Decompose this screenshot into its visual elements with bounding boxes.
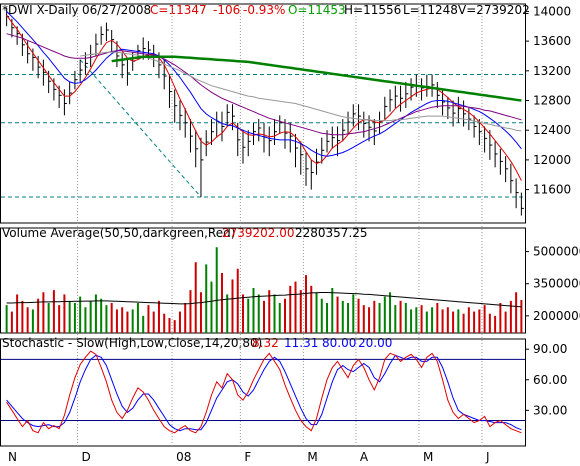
stochastic-panel [1,350,525,434]
stoch-readout-lower: 20.00 [358,336,392,350]
price-panel [1,7,525,216]
x-tick-label: 08 [176,450,191,464]
x-tick-label: N [8,450,17,464]
header-close: C=11347 [150,3,207,17]
volume-y-tick-label: 2000000 [533,309,580,323]
volume-title: Volume Average(50,50,darkgreen,Red) [2,226,235,240]
x-tick-label: J [485,450,490,464]
stochastic-y-tick-label: 60.00 [533,373,567,387]
volume-y-tick-label: 3500000 [533,277,580,291]
header-open: O=11453 [288,3,346,17]
stoch-readout-k: 8.32 [252,336,279,350]
volume-avg-value: 2280357.25 [295,226,368,240]
header-change-pct: -0.93% [243,3,285,17]
stochastic-k-line [6,350,522,434]
volume-y-tick-label: 5000000 [533,245,580,259]
price-y-tick-label: 13600 [533,34,571,48]
moving-average-ma_long [111,55,522,102]
header-high: H=11556 [344,3,401,17]
grid-layer [0,3,526,447]
header-volume: V=2739202 [458,3,530,17]
x-tick-label: M [307,450,317,464]
trend-line [79,59,202,198]
moving-average-ma_gray [80,51,522,132]
price-y-tick-label: 11600 [533,183,571,197]
header-date: 06/27/2008 [82,3,151,17]
moving-average-ma_short [6,14,522,181]
volume-average-line [6,292,522,308]
x-tick-label: M [423,450,433,464]
header-change: -106 [213,3,240,17]
panel-border [0,3,526,224]
x-tick-label: F [244,450,251,464]
x-tick-label: A [360,450,369,464]
price-y-tick-label: 12800 [533,94,571,108]
axes-layer: N D 08 F M A M J 11600 12000 12400 12800 13200 13600 1… [8,4,580,464]
header-symbol: *DWI X-Daily [2,3,79,17]
price-y-tick-label: 12400 [533,123,571,137]
volume-panel [5,247,523,333]
header-low: L=11248 [403,3,458,17]
stochastic-d-line [6,354,522,432]
panel-border [0,338,526,447]
price-y-tick-label: 14000 [533,4,571,18]
x-tick-label: D [82,450,91,464]
moving-average-ma_mid [6,11,522,157]
price-y-tick-label: 13200 [533,64,571,78]
stoch-readout-upper: 80.00 [322,336,356,350]
stoch-readout-d: 11.31 [284,336,318,350]
stochastic-y-tick-label: 90.00 [533,342,567,356]
price-y-tick-label: 12000 [533,153,571,167]
stoch-title: Stochastic - Slow(High,Low,Close,14,20,8… [2,336,262,350]
stochastic-y-tick-label: 30.00 [533,403,567,417]
moving-average-ma_purple [6,33,522,136]
